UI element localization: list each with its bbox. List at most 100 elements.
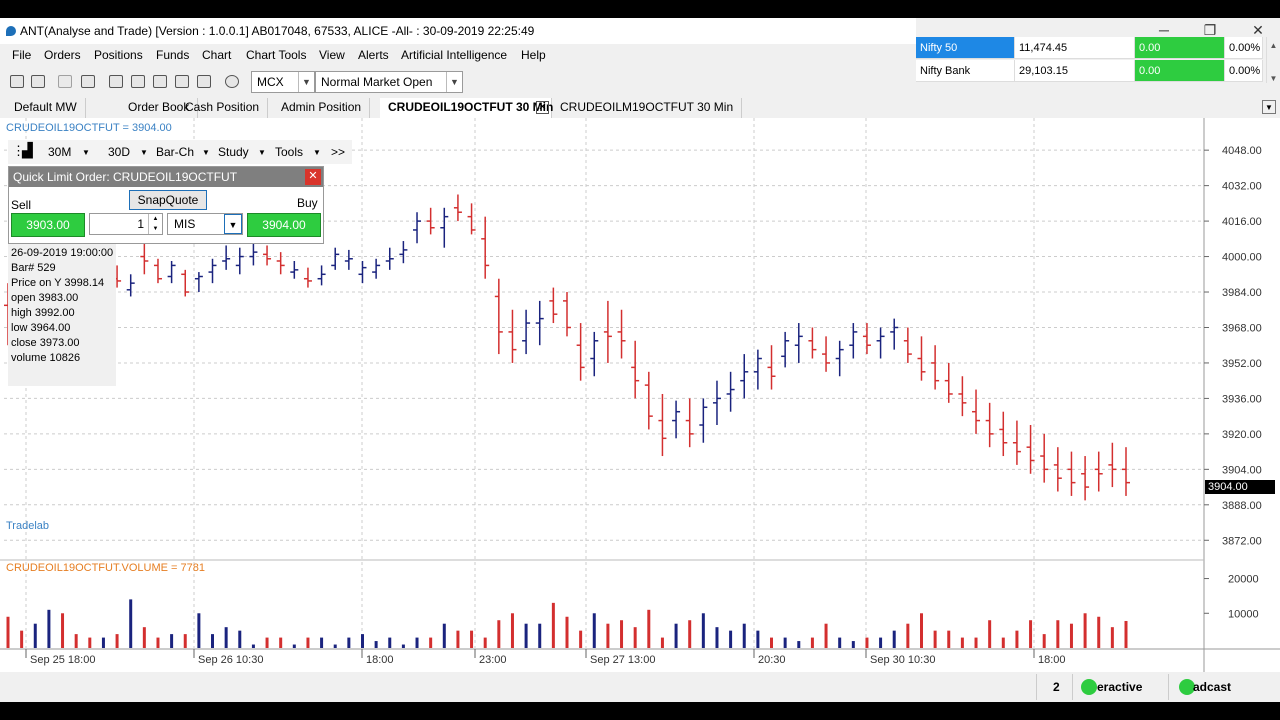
tab-crudeoilm-chart[interactable]: CRUDEOILM19OCTFUT 30 Min bbox=[552, 98, 743, 118]
menu-chart-tools[interactable]: Chart Tools bbox=[246, 48, 307, 62]
tab-cash-position[interactable]: Cash Position bbox=[177, 98, 269, 118]
index-row-niftybank[interactable]: Nifty Bank 29,103.15 0.00 0.00% bbox=[916, 60, 1263, 83]
briefcase-icon[interactable] bbox=[197, 75, 211, 88]
chevron-down-icon[interactable]: ▼ bbox=[298, 72, 314, 92]
ohlc-bar: Bar# 529 bbox=[11, 262, 56, 274]
price-tick-label: 3968.00 bbox=[1222, 322, 1262, 334]
exchange-select[interactable]: MCX ▼ bbox=[251, 71, 315, 93]
time-tick-label: 23:00 bbox=[479, 654, 507, 666]
funds-icon[interactable] bbox=[175, 75, 189, 88]
menu-positions[interactable]: Positions bbox=[94, 48, 143, 62]
time-tick-label: Sep 26 10:30 bbox=[198, 654, 263, 666]
sell-label: Sell bbox=[11, 198, 32, 212]
tab-close-icon[interactable]: ✕ bbox=[536, 101, 549, 114]
main-toolbar: MCX ▼ Normal Market Open ▼ bbox=[0, 68, 916, 96]
ohlc-volume: volume 10826 bbox=[11, 352, 81, 364]
tab-crudeoil-chart[interactable]: CRUDEOIL19OCTFUT 30 Min bbox=[380, 98, 553, 118]
index-name: Nifty 50 bbox=[916, 37, 1015, 59]
restore-icon[interactable]: ❐ bbox=[1203, 22, 1217, 38]
status-count-cell: 2 bbox=[1036, 674, 1072, 700]
time-tick-label: Sep 30 10:30 bbox=[870, 654, 935, 666]
menu-help[interactable]: Help bbox=[521, 48, 546, 62]
index-row-nifty50[interactable]: Nifty 50 11,474.45 0.00 0.00% bbox=[916, 37, 1263, 60]
volume-tick-label: 20000 bbox=[1228, 574, 1259, 586]
menu-artificial-intelligence[interactable]: Artificial Intelligence bbox=[401, 48, 508, 62]
product-type-select[interactable]: MIS ▼ bbox=[167, 213, 243, 235]
broadcast-status-text: adcast bbox=[1193, 680, 1232, 694]
time-tick-label: 18:00 bbox=[366, 654, 394, 666]
market-watch-icon[interactable] bbox=[10, 75, 24, 88]
spin-arrows-icon[interactable]: ▲ ▼ bbox=[148, 214, 162, 234]
price-tick-label: 3984.00 bbox=[1222, 287, 1262, 299]
chart-panel[interactable]: 4048.00 4032.00 4016.00 4000.00 3984.00 3968.… bbox=[0, 118, 1280, 672]
broadcast-status-icon bbox=[1179, 679, 1195, 695]
close-icon[interactable]: ✕ bbox=[1252, 22, 1264, 38]
chevron-down-icon[interactable]: ▼ bbox=[258, 148, 266, 157]
tools-menu[interactable]: Tools bbox=[275, 145, 304, 159]
chevron-down-icon[interactable]: ▼ bbox=[140, 148, 148, 157]
menu-alerts[interactable]: Alerts bbox=[358, 48, 389, 62]
chevron-down-icon[interactable]: ▼ bbox=[82, 148, 90, 157]
bar-chart-icon[interactable]: ▟ bbox=[22, 142, 33, 158]
tab-default-mw[interactable]: Default MW bbox=[6, 98, 86, 118]
status-interactive-cell: eractive bbox=[1072, 674, 1168, 700]
study-menu[interactable]: Study bbox=[218, 145, 249, 159]
menu-funds[interactable]: Funds bbox=[156, 48, 190, 62]
quantity-stepper[interactable]: 1 ▲ ▼ bbox=[89, 213, 163, 235]
save-icon[interactable] bbox=[31, 75, 45, 88]
tabs-overflow-icon[interactable]: ▼ bbox=[1262, 100, 1276, 114]
exchange-value: MCX bbox=[257, 75, 284, 89]
price-tick-label: 3872.00 bbox=[1222, 535, 1262, 547]
time-tick-label: Sep 27 13:00 bbox=[590, 654, 655, 666]
app-logo-icon bbox=[6, 26, 16, 36]
sell-price-button[interactable]: 3903.00 bbox=[11, 213, 85, 237]
tab-order-book[interactable]: Order Book bbox=[120, 98, 199, 118]
menu-view[interactable]: View bbox=[319, 48, 345, 62]
scroll-down-icon[interactable]: ▼ bbox=[1269, 74, 1278, 83]
buy-price-button[interactable]: 3904.00 bbox=[247, 213, 321, 237]
chevron-down-icon[interactable]: ▼ bbox=[224, 214, 242, 234]
book-icon[interactable] bbox=[109, 75, 123, 88]
tradelab-watermark: Tradelab bbox=[6, 520, 50, 532]
period-select[interactable]: 30D bbox=[108, 145, 131, 159]
price-tick-label: 4032.00 bbox=[1222, 181, 1262, 193]
close-icon[interactable]: ✕ bbox=[305, 169, 321, 185]
window-title: ANT(Analyse and Trade) [Version : 1.0.0.… bbox=[20, 24, 535, 38]
ohlc-close: close 3973.00 bbox=[11, 337, 80, 349]
product-value: MIS bbox=[174, 217, 196, 231]
globe-icon[interactable] bbox=[225, 75, 239, 88]
ohlc-low: low 3964.00 bbox=[11, 322, 71, 334]
volume-tick-label: 10000 bbox=[1228, 608, 1259, 620]
last-price-tag: 3904.00 bbox=[1205, 480, 1275, 494]
notebook-icon[interactable] bbox=[153, 75, 167, 88]
index-value: 29,103.15 bbox=[1015, 60, 1135, 82]
book-check-icon[interactable] bbox=[131, 75, 145, 88]
price-tick-label: 3888.00 bbox=[1222, 500, 1262, 512]
status-bar: 2 eractive adcast bbox=[0, 672, 1280, 702]
tab-admin-position[interactable]: Admin Position bbox=[273, 98, 371, 118]
chart-type-select[interactable]: Bar-Ch bbox=[156, 145, 195, 159]
chart-icon[interactable] bbox=[58, 75, 72, 88]
interval-select[interactable]: 30M bbox=[48, 145, 72, 159]
market-status-select[interactable]: Normal Market Open ▼ bbox=[315, 71, 463, 93]
menu-orders[interactable]: Orders bbox=[44, 48, 81, 62]
ohlc-datetime: 26-09-2019 19:00:00 bbox=[11, 247, 114, 259]
interactive-status-icon bbox=[1081, 679, 1097, 695]
menu-chart[interactable]: Chart bbox=[202, 48, 232, 62]
chevron-down-icon[interactable]: ▼ bbox=[313, 148, 321, 157]
price-tick-label: 4048.00 bbox=[1222, 145, 1262, 157]
snapquote-button[interactable]: SnapQuote bbox=[129, 190, 207, 210]
chart-toolbar: ⋮ ▟ 30M ▼ 30D ▼ Bar-Ch ▼ Study ▼ Tools ▼… bbox=[8, 140, 352, 164]
buy-label: Buy bbox=[297, 196, 318, 210]
interactive-status-text: eractive bbox=[1097, 680, 1143, 694]
index-value: 11,474.45 bbox=[1015, 37, 1135, 59]
minimize-icon[interactable]: ─ bbox=[1159, 22, 1169, 38]
index-change: 0.00 bbox=[1135, 60, 1225, 82]
menu-file[interactable]: File bbox=[12, 48, 32, 62]
scroll-up-icon[interactable]: ▲ bbox=[1269, 41, 1278, 50]
more-tools-button[interactable]: >> bbox=[331, 145, 346, 159]
index-scrollbar[interactable]: ▲ ▼ bbox=[1266, 37, 1280, 83]
chevron-down-icon[interactable]: ▼ bbox=[202, 148, 210, 157]
chevron-down-icon[interactable]: ▼ bbox=[446, 72, 462, 92]
rocket-icon[interactable] bbox=[81, 75, 95, 88]
